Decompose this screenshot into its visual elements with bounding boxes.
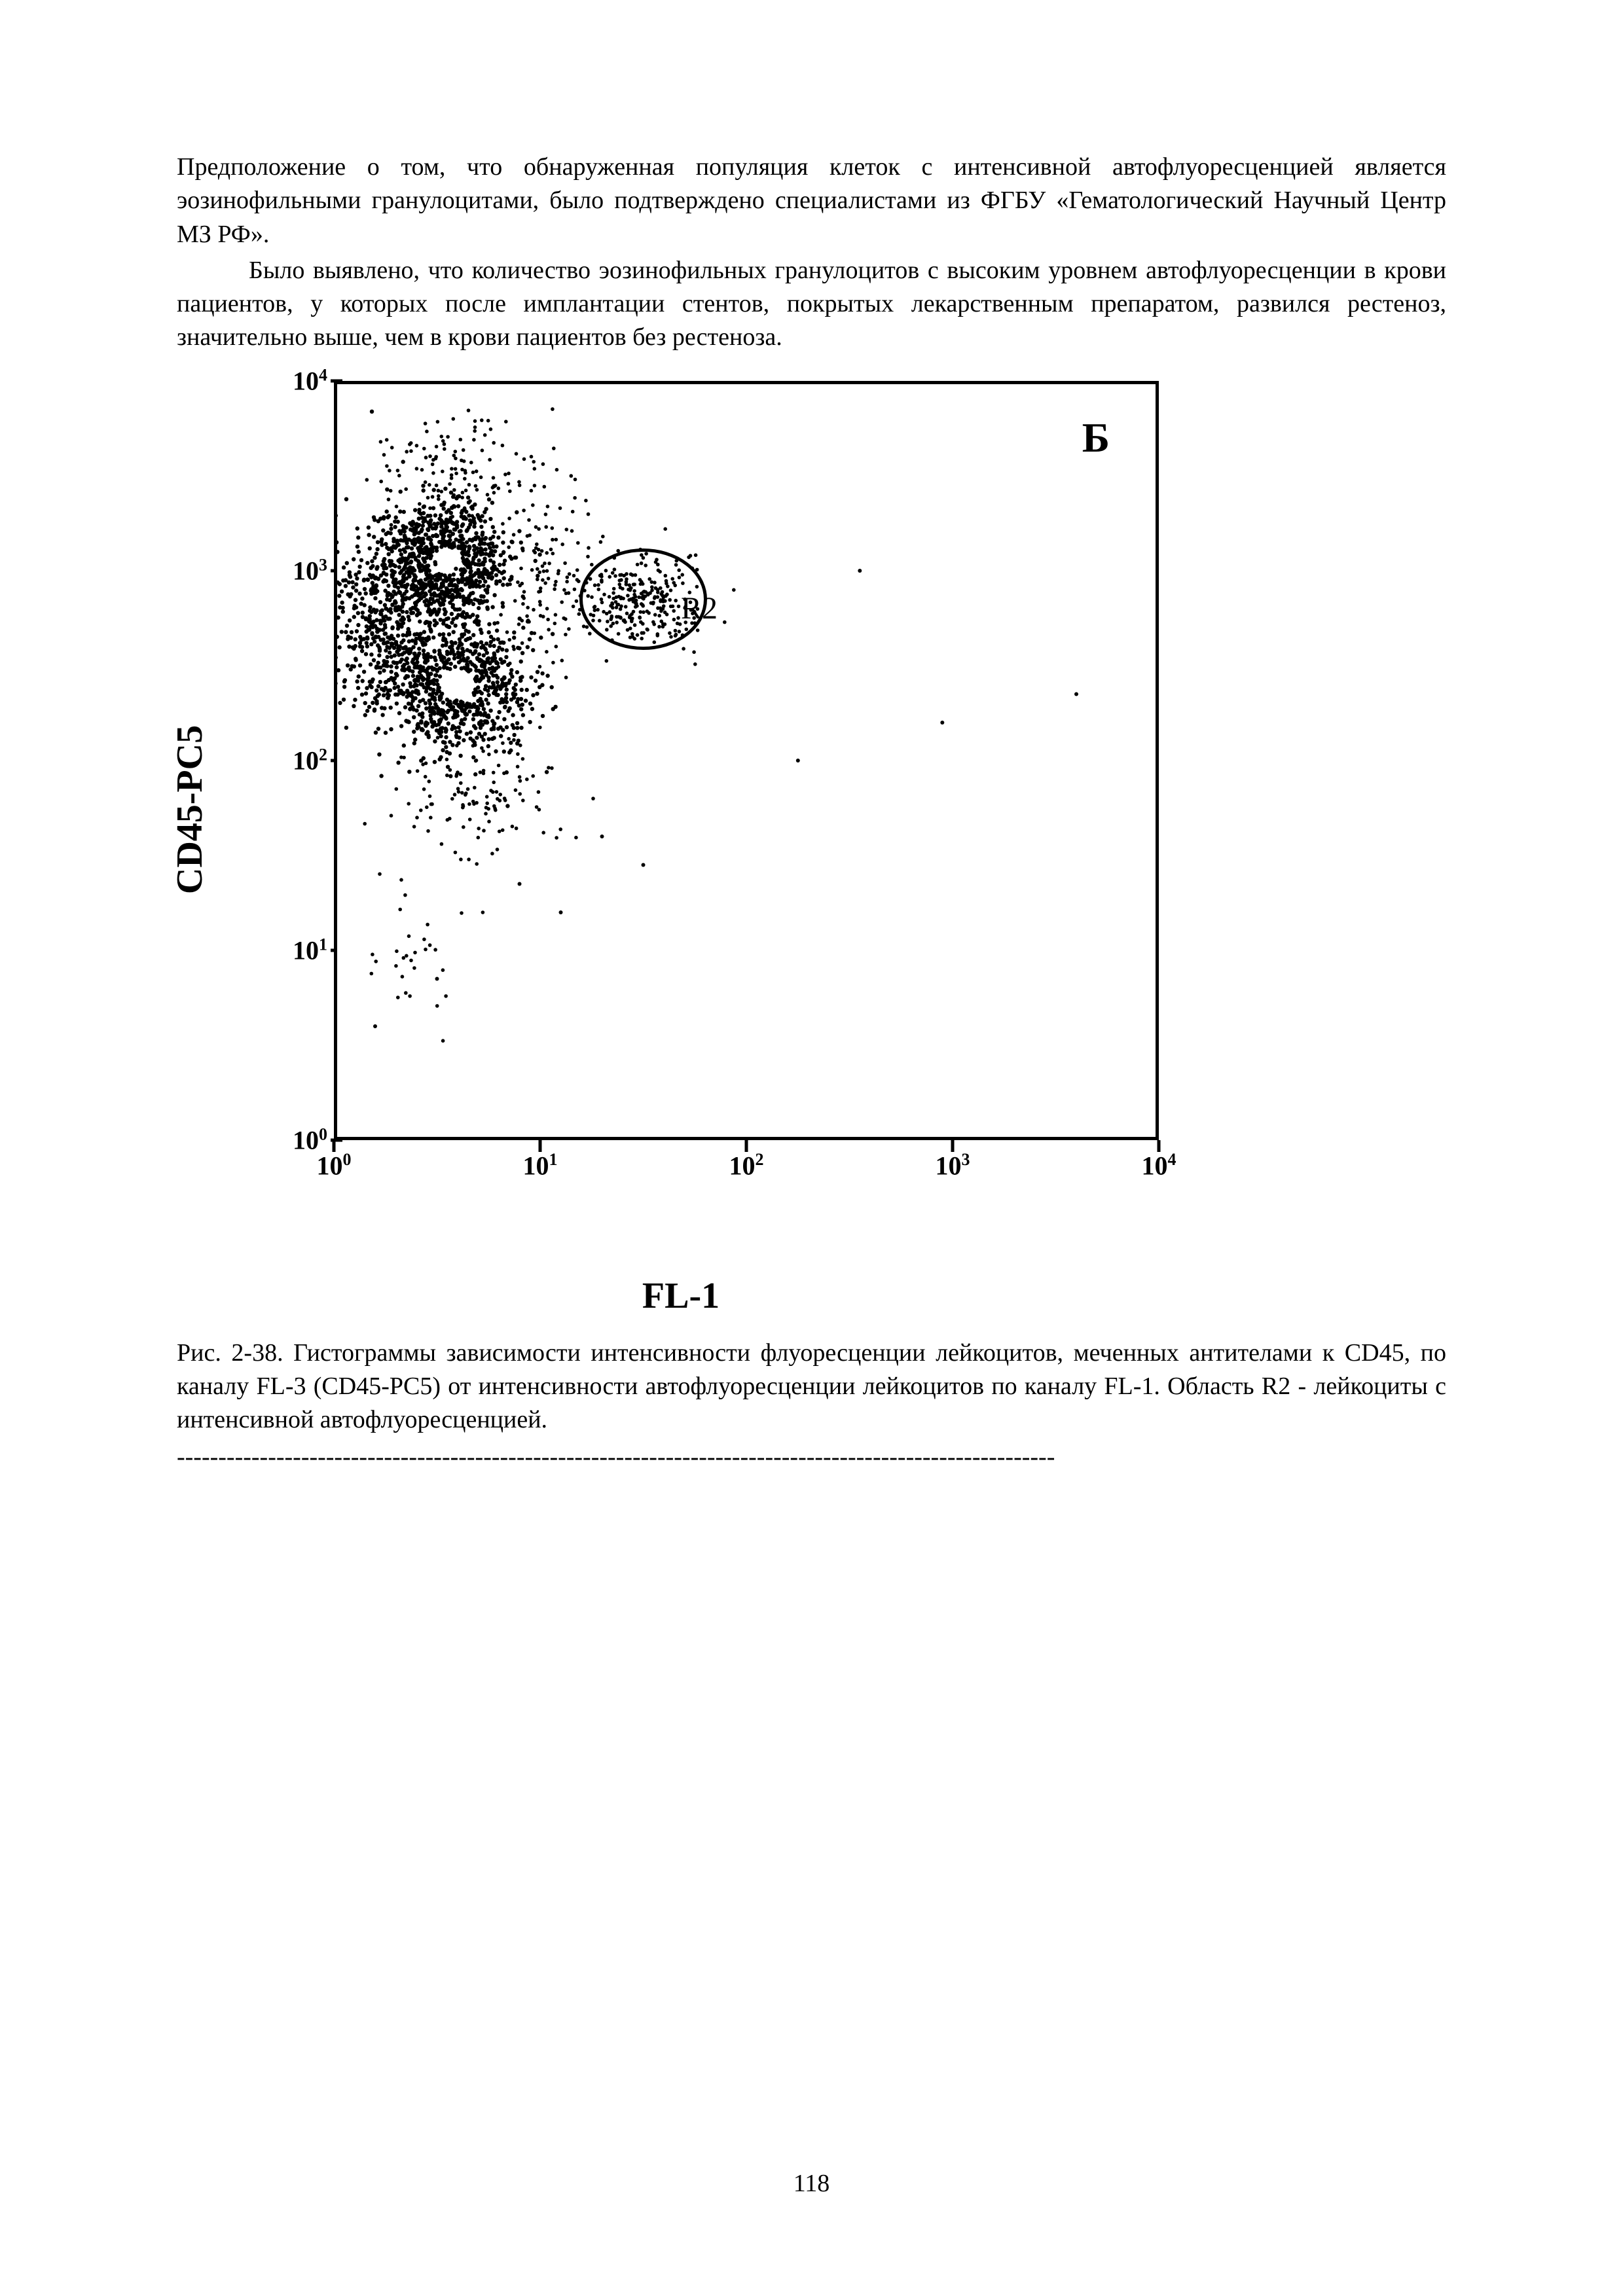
gate-label: R2 bbox=[681, 590, 718, 626]
xtick-exp: 1 bbox=[549, 1150, 558, 1169]
ytick-exp: 4 bbox=[319, 365, 327, 384]
ytick-exp: 3 bbox=[319, 555, 327, 574]
xtick-mark bbox=[539, 1140, 542, 1152]
xtick-base: 10 bbox=[729, 1151, 756, 1180]
xtick-mark bbox=[745, 1140, 748, 1152]
ytick-exp: 1 bbox=[319, 935, 327, 954]
ytick-base: 10 bbox=[293, 935, 319, 965]
xtick-exp: 2 bbox=[756, 1150, 764, 1169]
xtick-mark bbox=[1158, 1140, 1161, 1152]
xtick-exp: 3 bbox=[962, 1150, 970, 1169]
x-axis-label: FL-1 bbox=[642, 1275, 720, 1317]
xtick-base: 10 bbox=[1142, 1151, 1168, 1180]
xtick-exp: 4 bbox=[1168, 1150, 1176, 1169]
xtick-base: 10 bbox=[317, 1151, 343, 1180]
xtick-exp: 0 bbox=[343, 1150, 352, 1169]
ytick-exp: 2 bbox=[319, 745, 327, 764]
ytick-exp: 0 bbox=[319, 1124, 327, 1143]
separator-line: ----------------------------------------… bbox=[177, 1443, 1446, 1471]
y-axis-label: CD45-PC5 bbox=[169, 725, 211, 894]
xtick-base: 10 bbox=[523, 1151, 549, 1180]
ytick-base: 10 bbox=[293, 366, 319, 395]
body-paragraph-2: Было выявлено, что количество эозинофиль… bbox=[177, 254, 1446, 355]
figure-caption: Рис. 2-38. Гистограммы зависимости интен… bbox=[177, 1336, 1446, 1437]
xtick-base: 10 bbox=[936, 1151, 962, 1180]
page-number: 118 bbox=[793, 2169, 830, 2198]
ytick-base: 10 bbox=[293, 745, 319, 775]
scatter-points bbox=[334, 381, 1159, 1140]
body-paragraph-1: Предположение о том, что обнаруженная по… bbox=[177, 151, 1446, 251]
xtick-mark bbox=[951, 1140, 955, 1152]
ytick-base: 10 bbox=[293, 1125, 319, 1155]
scatter-chart: CD45-PC5 100 101 102 103 104 100 101 102… bbox=[196, 374, 1178, 1245]
ytick-base: 10 bbox=[293, 556, 319, 585]
xtick-mark bbox=[333, 1140, 336, 1152]
